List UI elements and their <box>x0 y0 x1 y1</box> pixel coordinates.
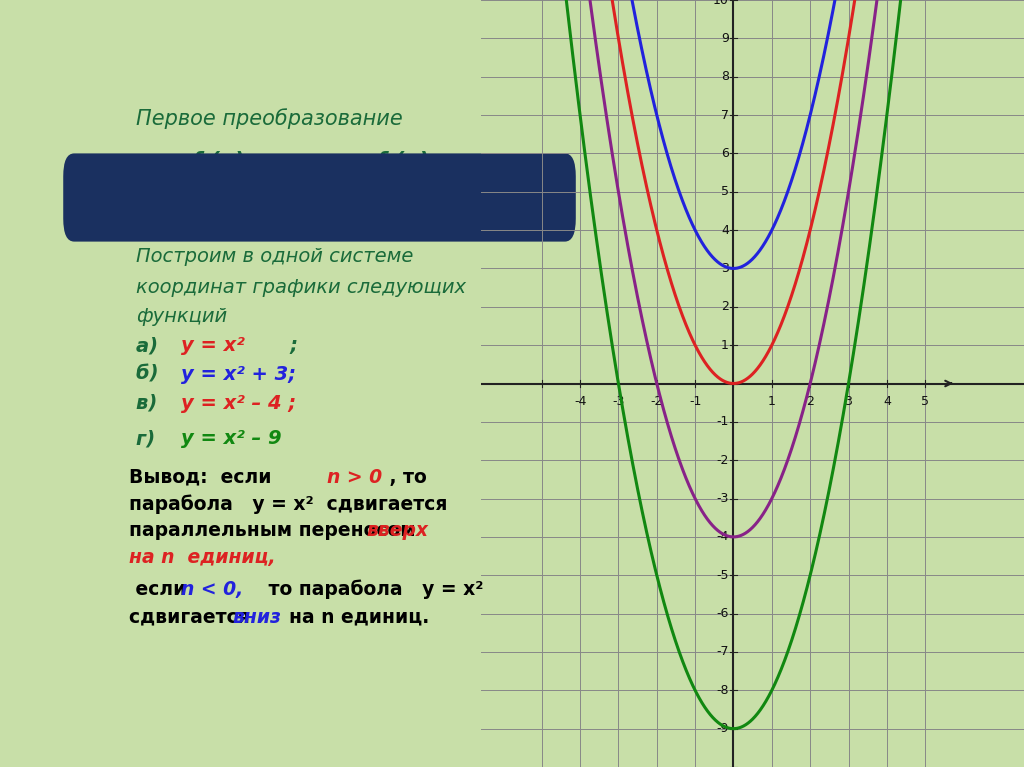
Text: 1: 1 <box>721 339 729 351</box>
Text: Вывод:  если: Вывод: если <box>129 468 297 486</box>
Text: y = f (x)      в   y = f (x) + n: y = f (x) в y = f (x) + n <box>136 151 479 171</box>
Text: 2: 2 <box>721 301 729 313</box>
Text: парабола   y = x²  сдвигается: парабола y = x² сдвигается <box>129 494 447 514</box>
Text: 3: 3 <box>721 262 729 275</box>
Text: ;: ; <box>270 337 298 355</box>
Text: 4: 4 <box>721 224 729 236</box>
Text: -8: -8 <box>717 684 729 696</box>
Text: Первое преобразование: Первое преобразование <box>136 108 402 130</box>
Text: -9: -9 <box>717 723 729 735</box>
Text: 9: 9 <box>721 32 729 44</box>
Text: -3: -3 <box>612 395 625 408</box>
Text: -4: -4 <box>717 531 729 543</box>
Text: г): г) <box>136 430 162 448</box>
Text: y = x²: y = x² <box>181 337 245 355</box>
Text: -1: -1 <box>717 416 729 428</box>
Text: 2: 2 <box>806 395 814 408</box>
Text: -7: -7 <box>717 646 729 658</box>
Text: в): в) <box>136 394 164 413</box>
Text: 5: 5 <box>922 395 929 408</box>
Text: , то: , то <box>383 468 427 486</box>
FancyBboxPatch shape <box>63 153 575 242</box>
Text: -2: -2 <box>717 454 729 466</box>
Text: то парабола   y = x²: то парабола y = x² <box>249 579 483 599</box>
Text: Построим в одной системе: Построим в одной системе <box>136 248 414 266</box>
Text: -6: -6 <box>717 607 729 620</box>
Text: 3: 3 <box>845 395 852 408</box>
Text: 10: 10 <box>713 0 729 6</box>
Text: n > 0: n > 0 <box>327 468 382 486</box>
Text: 8: 8 <box>721 71 729 83</box>
Text: вверх: вверх <box>367 522 429 540</box>
Text: -4: -4 <box>573 395 587 408</box>
Text: y = x² – 9: y = x² – 9 <box>181 430 282 448</box>
Text: 7: 7 <box>721 109 729 121</box>
Text: y = x² + 3;: y = x² + 3; <box>181 365 296 384</box>
Text: 6: 6 <box>721 147 729 160</box>
Text: параллельным переносом: параллельным переносом <box>129 522 422 540</box>
Text: -1: -1 <box>689 395 701 408</box>
Text: 5: 5 <box>721 186 729 198</box>
Text: 4: 4 <box>883 395 891 408</box>
Text: на n  единиц,: на n единиц, <box>129 548 275 567</box>
Text: сдвигается: сдвигается <box>129 608 269 627</box>
Text: -5: -5 <box>717 569 729 581</box>
Text: если: если <box>129 580 193 598</box>
Text: а): а) <box>136 337 165 355</box>
Text: -2: -2 <box>650 395 663 408</box>
Text: n < 0,: n < 0, <box>181 580 244 598</box>
Text: вниз: вниз <box>232 608 282 627</box>
Text: координат графики следующих: координат графики следующих <box>136 278 466 297</box>
Text: на n единиц.: на n единиц. <box>275 608 429 627</box>
Text: 1: 1 <box>768 395 776 408</box>
Text: б): б) <box>136 365 165 384</box>
Text: y = x² – 4 ;: y = x² – 4 ; <box>181 394 297 413</box>
Text: функций: функций <box>136 307 227 325</box>
Text: -3: -3 <box>717 492 729 505</box>
